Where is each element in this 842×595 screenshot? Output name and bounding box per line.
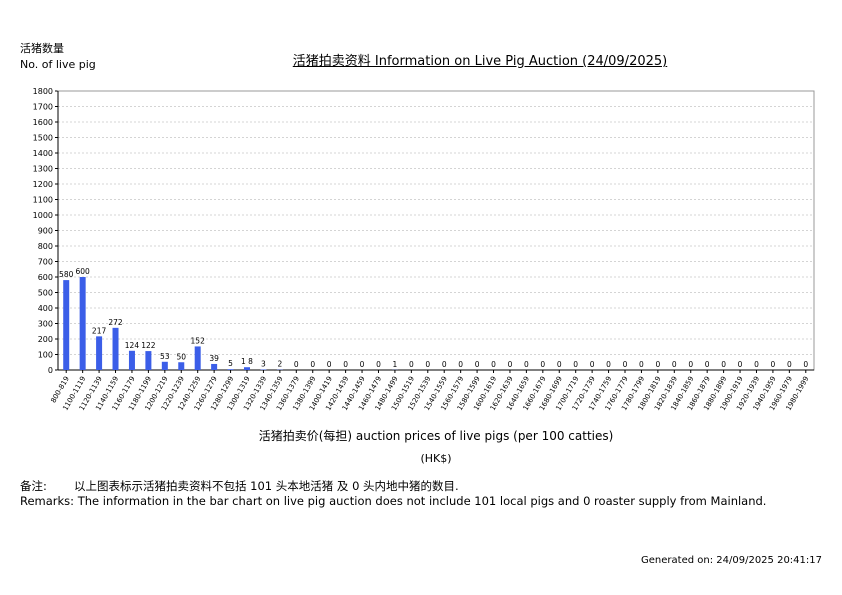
bar-value-label: 3 (261, 360, 266, 369)
bar-value-label: 0 (442, 360, 447, 369)
y-tick-label: 100 (38, 351, 53, 360)
y-tick-label: 500 (38, 289, 53, 298)
remarks-zh-label: 备注: (20, 479, 47, 493)
bar-value-label: 0 (639, 360, 644, 369)
remarks-en-text: Remarks: The information in the bar char… (20, 494, 767, 508)
bar (145, 351, 152, 370)
bar-value-label: 600 (75, 267, 90, 276)
bar-value-label: 0 (738, 360, 743, 369)
bar-value-label: 124 (125, 341, 140, 350)
bar (244, 367, 250, 370)
bar (79, 277, 86, 370)
bar-value-label: 0 (721, 360, 726, 369)
bar-value-label: 39 (209, 354, 219, 363)
bar (63, 280, 70, 370)
bar-value-label: 152 (191, 336, 206, 345)
bar-value-label: 0 (754, 360, 759, 369)
bar-value-label: 2 (277, 360, 282, 369)
y-tick-label: 1400 (33, 149, 53, 158)
y-tick-label: 1000 (33, 211, 53, 220)
bar-value-label: 272 (108, 318, 123, 327)
bar-value-label: 0 (771, 360, 776, 369)
bar-value-label: 0 (360, 360, 365, 369)
bar (112, 327, 119, 370)
currency-unit: (HK$) (420, 452, 452, 465)
bar-value-label: 0 (310, 360, 315, 369)
bar-value-label: 0 (491, 360, 496, 369)
bar-value-label: 50 (176, 352, 186, 361)
y-tick-label: 0 (48, 366, 53, 375)
y-tick-label: 1700 (33, 103, 53, 112)
bar-value-label: 0 (475, 360, 480, 369)
bar-value-label: 122 (141, 341, 156, 350)
bar-value-label: 0 (557, 360, 562, 369)
bar (96, 336, 103, 370)
bar-value-label: 0 (606, 360, 611, 369)
bar (178, 362, 185, 370)
y-tick-label: 800 (38, 242, 53, 251)
bar-value-label: 0 (688, 360, 693, 369)
bar-value-label: 0 (672, 360, 677, 369)
bar-value-label: 0 (655, 360, 660, 369)
bar (128, 350, 135, 370)
bar-value-label: 0 (409, 360, 414, 369)
bar-value-label: 0 (540, 360, 545, 369)
y-tick-label: 1100 (33, 196, 53, 205)
y-tick-label: 400 (38, 304, 53, 313)
y-tick-label: 1200 (33, 180, 53, 189)
x-axis-label: 活猪拍卖价(每担) auction prices of live pigs (p… (258, 429, 614, 443)
bar-value-label: 0 (623, 360, 628, 369)
chart-title: 活猪拍卖资料 Information on Live Pig Auction (… (292, 54, 668, 69)
y-tick-label: 1300 (33, 165, 53, 174)
bar (161, 361, 168, 370)
bar-value-label: 0 (343, 360, 348, 369)
y-tick-label: 1800 (33, 87, 53, 96)
y-tick-label: 300 (38, 320, 53, 329)
bar-value-label: 1 (393, 360, 398, 369)
generated-timestamp: Generated on: 24/09/2025 20:41:17 (641, 555, 822, 566)
y-axis-label-en: No. of live pig (20, 58, 96, 71)
bar-value-label: 0 (294, 360, 299, 369)
bar-value-label: 0 (327, 360, 332, 369)
y-tick-label: 600 (38, 273, 53, 282)
bar-value-label: 217 (92, 326, 107, 335)
bar-value-label: 0 (458, 360, 463, 369)
bar-chart: 0100200300400500600700800900100011001200… (33, 87, 815, 412)
y-axis-label-zh: 活猪数量 (20, 42, 64, 55)
bar-value-label: 0 (803, 360, 808, 369)
bar-value-label: 0 (787, 360, 792, 369)
bar-value-label: 53 (160, 352, 170, 361)
bar (211, 363, 218, 370)
bar (227, 369, 234, 370)
y-tick-label: 900 (38, 227, 53, 236)
bar-value-label: 580 (59, 270, 74, 279)
bar-value-label: 0 (590, 360, 595, 369)
y-tick-label: 700 (38, 258, 53, 267)
y-tick-label: 200 (38, 335, 53, 344)
bar (194, 346, 201, 370)
bar-value-label: 0 (573, 360, 578, 369)
bar-value-label: 0 (524, 360, 529, 369)
remarks-zh-text: 以上图表标示活猪拍卖资料不包括 101 头本地活猪 及 0 头内地中猪的数目. (74, 479, 459, 493)
y-tick-label: 1500 (33, 134, 53, 143)
bar-value-label: 0 (376, 360, 381, 369)
bar-value-label: 1 8 (241, 357, 253, 366)
bar-value-label: 0 (705, 360, 710, 369)
bar-value-label: 0 (425, 360, 430, 369)
bar-value-label: 0 (508, 360, 513, 369)
bar-value-label: 5 (228, 359, 233, 368)
y-tick-label: 1600 (33, 118, 53, 127)
